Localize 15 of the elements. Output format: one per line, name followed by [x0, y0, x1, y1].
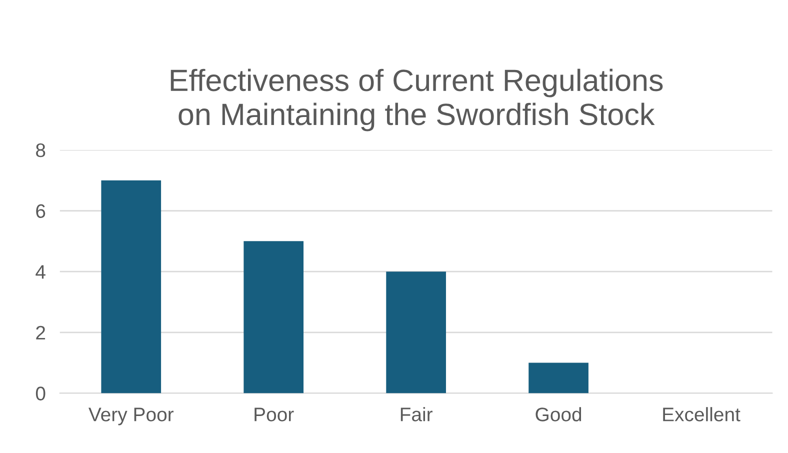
y-tick-label: 6 — [36, 204, 46, 218]
x-tick-label: Very Poor — [88, 408, 174, 426]
x-tick-label: Excellent — [663, 407, 740, 422]
y-tick-label: 2 — [36, 326, 46, 340]
y-tick-label: 8 — [36, 143, 46, 158]
y-tick-label: 0 — [36, 386, 46, 400]
chart-title: Effectiveness of Current Regulations on Maintaining the Swordfish Stock — [170, 68, 663, 132]
bar — [101, 180, 162, 394]
x-tick-label: Good — [536, 407, 582, 422]
y-tick-label: 4 — [36, 265, 46, 279]
x-tick-label: Fair — [400, 407, 432, 422]
bar — [244, 241, 304, 394]
x-tick-label: Poor — [254, 408, 294, 422]
bar — [528, 362, 588, 394]
bar — [386, 272, 446, 394]
